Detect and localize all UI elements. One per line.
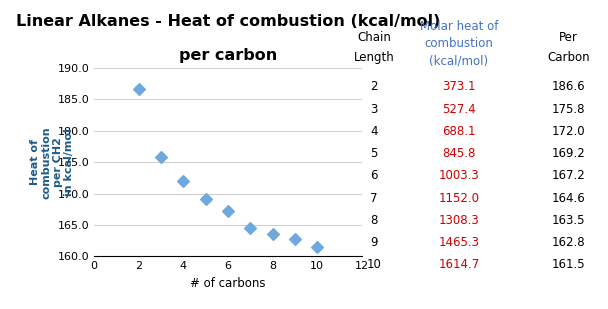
Text: 527.4: 527.4	[442, 103, 476, 116]
Text: Molar heat of: Molar heat of	[420, 20, 498, 33]
Text: Chain: Chain	[357, 31, 391, 44]
Text: 373.1: 373.1	[442, 80, 476, 93]
Point	[223, 209, 233, 214]
Point	[179, 179, 188, 184]
Text: 175.8: 175.8	[551, 103, 586, 116]
Text: 4: 4	[370, 125, 378, 138]
Text: 845.8: 845.8	[443, 147, 475, 160]
Text: 1465.3: 1465.3	[438, 236, 480, 249]
Text: 9: 9	[370, 236, 378, 249]
Text: 186.6: 186.6	[551, 80, 586, 93]
Text: 162.8: 162.8	[551, 236, 586, 249]
Text: 164.6: 164.6	[551, 192, 586, 205]
Text: 1152.0: 1152.0	[438, 192, 480, 205]
Text: per carbon: per carbon	[179, 48, 277, 63]
Point	[290, 236, 300, 241]
Y-axis label: Heat of
combustion
per CH2
in kcal/mol: Heat of combustion per CH2 in kcal/mol	[30, 126, 74, 199]
Text: 10: 10	[367, 258, 381, 271]
Text: 1003.3: 1003.3	[438, 169, 480, 182]
Text: 1308.3: 1308.3	[438, 214, 480, 227]
Text: Linear Alkanes - Heat of combustion (kcal/mol): Linear Alkanes - Heat of combustion (kca…	[16, 14, 440, 29]
Text: 172.0: 172.0	[551, 125, 586, 138]
Text: 688.1: 688.1	[442, 125, 476, 138]
Text: 1614.7: 1614.7	[438, 258, 480, 271]
Text: 2: 2	[370, 80, 378, 93]
Text: Carbon: Carbon	[547, 51, 590, 64]
Text: (kcal/mol): (kcal/mol)	[429, 54, 489, 67]
Text: 169.2: 169.2	[551, 147, 586, 160]
Text: combustion: combustion	[424, 37, 494, 50]
Text: 6: 6	[370, 169, 378, 182]
Text: Length: Length	[353, 51, 395, 64]
Point	[134, 87, 143, 92]
Point	[313, 244, 322, 249]
Text: Per: Per	[559, 31, 578, 44]
Text: 167.2: 167.2	[551, 169, 586, 182]
Point	[201, 196, 210, 201]
Text: 5: 5	[370, 147, 378, 160]
Point	[246, 225, 255, 230]
Text: 163.5: 163.5	[551, 214, 586, 227]
Text: 7: 7	[370, 192, 378, 205]
Point	[156, 155, 166, 160]
Point	[268, 232, 277, 237]
Text: 8: 8	[370, 214, 378, 227]
X-axis label: # of carbons: # of carbons	[190, 277, 266, 290]
Text: 161.5: 161.5	[551, 258, 586, 271]
Text: 3: 3	[370, 103, 378, 116]
